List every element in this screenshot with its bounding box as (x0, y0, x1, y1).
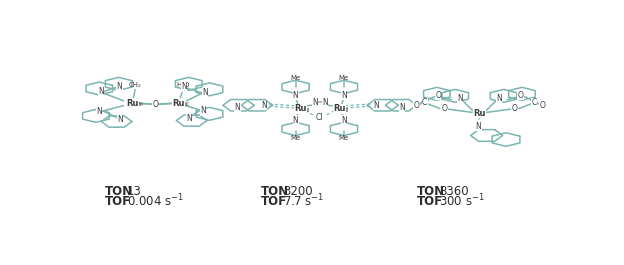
Text: N: N (200, 107, 206, 116)
Text: TOF: TOF (417, 195, 442, 208)
Text: 3200: 3200 (283, 185, 313, 198)
Text: Me: Me (339, 135, 349, 141)
Text: N: N (117, 115, 123, 124)
Text: III: III (185, 102, 190, 107)
Text: Me: Me (291, 74, 301, 81)
Text: N: N (293, 91, 298, 100)
Text: TOF: TOF (261, 195, 287, 208)
Text: III: III (139, 102, 144, 107)
Text: O: O (539, 101, 545, 110)
Text: O: O (517, 91, 524, 100)
Text: C: C (422, 98, 427, 107)
Text: 13: 13 (127, 185, 142, 198)
Text: O: O (414, 101, 419, 110)
Text: TON: TON (105, 185, 133, 198)
Text: 0.004 $\mathregular{s^{-1}}$: 0.004 $\mathregular{s^{-1}}$ (127, 193, 184, 209)
Text: N: N (96, 107, 102, 116)
Text: H₂O: H₂O (177, 82, 190, 88)
Text: N: N (341, 91, 347, 100)
Text: N: N (322, 98, 328, 107)
Text: TOF: TOF (105, 195, 130, 208)
Text: N: N (457, 94, 463, 103)
Text: 7.7 $\mathregular{s^{-1}}$: 7.7 $\mathregular{s^{-1}}$ (283, 193, 324, 209)
Text: TON: TON (261, 185, 289, 198)
Text: II: II (307, 108, 310, 113)
Text: N: N (399, 103, 405, 112)
Text: O: O (442, 104, 447, 113)
Text: N: N (496, 94, 502, 103)
Text: Me: Me (339, 74, 349, 81)
Text: Me: Me (291, 135, 301, 141)
Text: TON: TON (417, 185, 445, 198)
Text: N: N (202, 88, 208, 97)
Text: N: N (341, 116, 347, 125)
Text: N: N (181, 82, 187, 91)
Text: C: C (532, 98, 537, 107)
Text: Ru: Ru (294, 104, 307, 113)
Text: CH₂: CH₂ (129, 82, 142, 88)
Text: 8360: 8360 (439, 185, 469, 198)
Text: N: N (98, 87, 104, 96)
Text: N: N (475, 122, 481, 131)
Text: N: N (235, 103, 240, 112)
Text: II: II (346, 108, 349, 113)
Text: Ru: Ru (473, 109, 485, 118)
Text: N: N (117, 82, 122, 91)
Text: N: N (293, 116, 298, 125)
Text: Ru: Ru (172, 99, 184, 108)
Text: 300 $\mathregular{s^{-1}}$: 300 $\mathregular{s^{-1}}$ (439, 193, 485, 209)
Text: Ru: Ru (333, 104, 346, 113)
Text: N: N (186, 114, 192, 123)
Text: N: N (261, 101, 266, 110)
Text: N: N (373, 101, 379, 110)
Text: O: O (436, 91, 441, 100)
Text: Cl: Cl (316, 113, 324, 122)
Text: N: N (312, 98, 318, 107)
Text: O: O (511, 104, 517, 113)
Text: O: O (152, 100, 158, 109)
Text: Ru: Ru (126, 99, 139, 108)
